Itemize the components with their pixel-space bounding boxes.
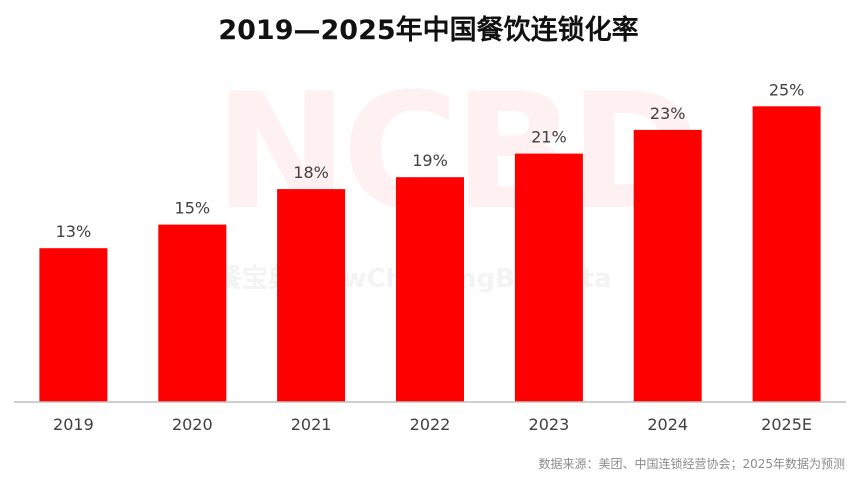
data-label-2025E: 25% xyxy=(769,80,805,99)
x-tick-label-2021: 2021 xyxy=(291,415,332,434)
chart-title: 2019—2025年中国餐饮连锁化率 xyxy=(218,15,639,46)
data-label-2023: 21% xyxy=(531,128,567,147)
bar-2022 xyxy=(396,177,464,402)
x-tick-label-2025E: 2025E xyxy=(761,415,812,434)
data-label-2024: 23% xyxy=(650,104,686,123)
data-labels-layer: 13% 15% 18% 19% 21% 23% 25% xyxy=(56,80,805,241)
x-tick-label-2020: 2020 xyxy=(172,415,213,434)
x-tick-label-2019: 2019 xyxy=(53,415,94,434)
bar-2021 xyxy=(277,189,346,402)
data-label-2020: 15% xyxy=(175,199,211,218)
bars-layer xyxy=(39,106,821,403)
bar-2023 xyxy=(514,153,583,402)
x-tick-label-2022: 2022 xyxy=(410,415,451,434)
bar-2019 xyxy=(39,248,108,402)
x-tick-label-2023: 2023 xyxy=(529,415,570,434)
x-tick-labels-layer: 2019 2020 2021 2022 2023 2024 2025E xyxy=(53,415,812,434)
x-tick-label-2024: 2024 xyxy=(647,415,688,434)
data-label-2021: 18% xyxy=(293,163,329,182)
data-label-2022: 19% xyxy=(412,151,448,170)
bar-2025E xyxy=(752,106,821,403)
bar-2020 xyxy=(158,224,227,402)
data-label-2019: 13% xyxy=(56,222,92,241)
bar-2024 xyxy=(633,129,702,402)
source-note: 数据来源：美团、中国连锁经营协会；2025年数据为预测 xyxy=(538,457,845,471)
